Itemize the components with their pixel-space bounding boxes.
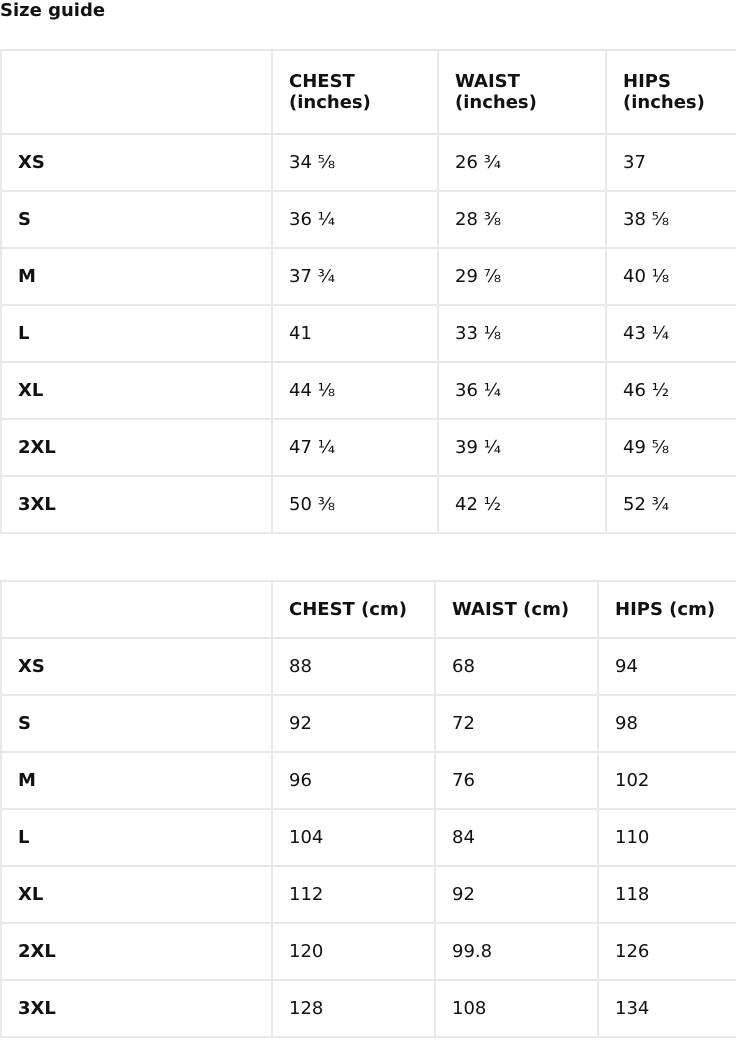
table-header-row: CHEST (cm) WAIST (cm) HIPS (cm) [0,580,736,639]
table-row: XL 112 92 118 [0,865,736,924]
page-title: Size guide [0,0,106,21]
size-label: L [0,808,273,867]
size-label: L [0,304,273,363]
table-row: 2XL 120 99.8 126 [0,922,736,981]
measurement-cell: 84 [434,808,599,867]
table-row: XL 44 ⅛ 36 ¼ 46 ½ [0,361,736,420]
measurement-cell: 96 [271,751,436,810]
size-table-inches: CHEST (inches) WAIST (inches) HIPS (inches… [0,49,736,534]
table-row: S 92 72 98 [0,694,736,753]
column-header: WAIST (cm) [434,580,599,639]
size-label: S [0,694,273,753]
table-row: 2XL 47 ¼ 39 ¼ 49 ⅝ [0,418,736,477]
measurement-cell: 37 ¾ [271,247,439,306]
measurement-cell: 108 [434,979,599,1038]
measurement-cell: 104 [271,808,436,867]
measurement-cell: 38 ⅝ [605,190,736,249]
measurement-cell: 92 [434,865,599,924]
column-header: WAIST (inches) [437,49,607,135]
column-header: CHEST (cm) [271,580,436,639]
measurement-cell: 43 ¼ [605,304,736,363]
column-header: HIPS (inches) [605,49,736,135]
table-row: 3XL 128 108 134 [0,979,736,1038]
table-row: S 36 ¼ 28 ⅜ 38 ⅝ [0,190,736,249]
measurement-cell: 44 ⅛ [271,361,439,420]
column-header [0,580,273,639]
measurement-cell: 33 ⅛ [437,304,607,363]
size-label: 3XL [0,475,273,534]
table-row: L 104 84 110 [0,808,736,867]
measurement-cell: 50 ⅜ [271,475,439,534]
size-label: XS [0,133,273,192]
size-label: 3XL [0,979,273,1038]
measurement-cell: 118 [597,865,736,924]
measurement-cell: 49 ⅝ [605,418,736,477]
size-label: M [0,751,273,810]
size-label: S [0,190,273,249]
measurement-cell: 37 [605,133,736,192]
measurement-cell: 98 [597,694,736,753]
measurement-cell: 126 [597,922,736,981]
measurement-cell: 120 [271,922,436,981]
measurement-cell: 68 [434,637,599,696]
measurement-cell: 94 [597,637,736,696]
measurement-cell: 112 [271,865,436,924]
measurement-cell: 42 ½ [437,475,607,534]
table-row: 3XL 50 ⅜ 42 ½ 52 ¾ [0,475,736,534]
measurement-cell: 76 [434,751,599,810]
table-row: M 37 ¾ 29 ⅞ 40 ⅛ [0,247,736,306]
table-row: XS 88 68 94 [0,637,736,696]
column-header [0,49,273,135]
measurement-cell: 29 ⅞ [437,247,607,306]
measurement-cell: 39 ¼ [437,418,607,477]
table-header-row: CHEST (inches) WAIST (inches) HIPS (inches… [0,49,736,135]
measurement-cell: 40 ⅛ [605,247,736,306]
measurement-cell: 92 [271,694,436,753]
measurement-cell: 26 ¾ [437,133,607,192]
table-row: L 41 33 ⅛ 43 ¼ [0,304,736,363]
size-table-cm: CHEST (cm) WAIST (cm) HIPS (cm) XS 88 68 94 S 9… [0,580,736,1038]
measurement-cell: 47 ¼ [271,418,439,477]
column-header: HIPS (cm) [597,580,736,639]
measurement-cell: 128 [271,979,436,1038]
table-row: XS 34 ⅝ 26 ¾ 37 [0,133,736,192]
measurement-cell: 88 [271,637,436,696]
size-label: M [0,247,273,306]
measurement-cell: 134 [597,979,736,1038]
size-label: XL [0,865,273,924]
measurement-cell: 34 ⅝ [271,133,439,192]
measurement-cell: 46 ½ [605,361,736,420]
measurement-cell: 28 ⅜ [437,190,607,249]
measurement-cell: 72 [434,694,599,753]
measurement-cell: 36 ¼ [271,190,439,249]
measurement-cell: 36 ¼ [437,361,607,420]
size-label: XS [0,637,273,696]
size-label: XL [0,361,273,420]
measurement-cell: 99.8 [434,922,599,981]
measurement-cell: 102 [597,751,736,810]
measurement-cell: 110 [597,808,736,867]
size-label: 2XL [0,418,273,477]
measurement-cell: 52 ¾ [605,475,736,534]
table-row: M 96 76 102 [0,751,736,810]
measurement-cell: 41 [271,304,439,363]
column-header: CHEST (inches) [271,49,439,135]
size-label: 2XL [0,922,273,981]
